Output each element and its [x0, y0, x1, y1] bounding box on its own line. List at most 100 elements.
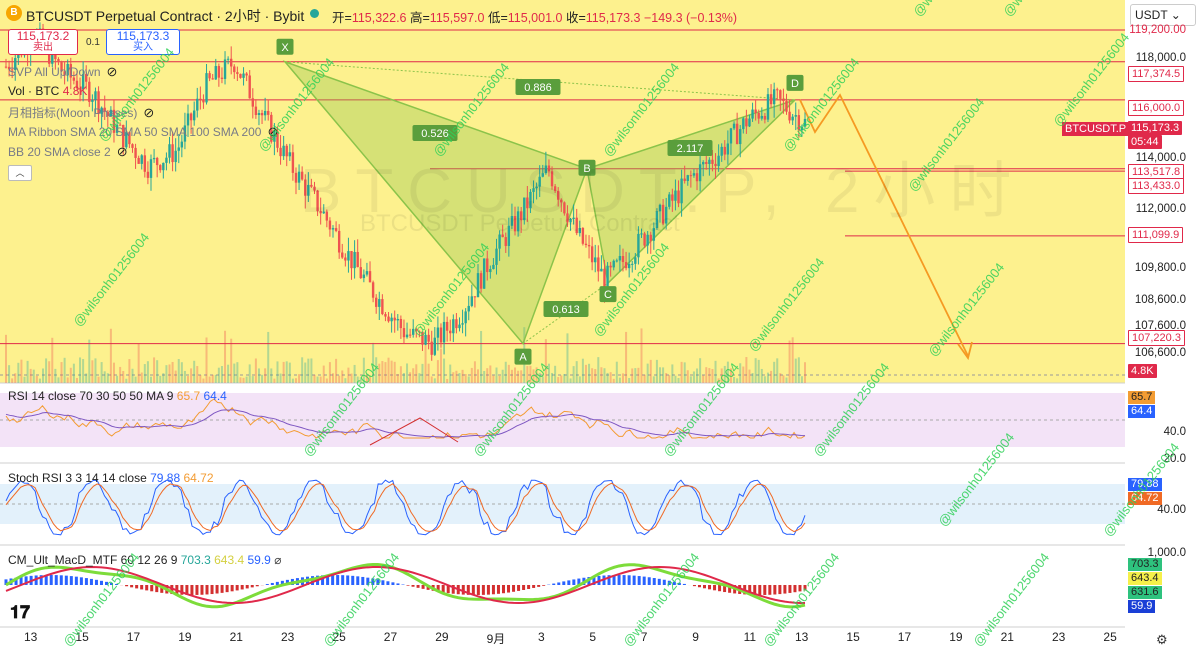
candle-body: [631, 264, 633, 265]
volume-bar: [492, 376, 494, 383]
volume-bar: [76, 378, 78, 383]
indicator-macd[interactable]: CM_Ult_MacD_MTF 60 12 26 9 703.3 643.4 5…: [8, 553, 281, 567]
macd-histogram-bar: [266, 584, 269, 585]
volume-bar: [206, 337, 208, 383]
candle-body: [230, 59, 232, 67]
volume-bar: [190, 368, 192, 383]
point-a-label: A: [519, 352, 527, 364]
candle-body: [449, 331, 451, 334]
macd-histogram-bar: [623, 575, 626, 585]
candle-body: [286, 146, 288, 157]
volume-bar: [267, 332, 269, 383]
candle-body: [791, 117, 793, 121]
volume-bar: [233, 364, 235, 383]
candle-body: [190, 113, 192, 120]
volume-bar: [320, 377, 322, 383]
indicator-stoch-rsi[interactable]: Stoch RSI 3 3 14 14 close 79.88 64.72: [8, 471, 214, 485]
candle-body: [616, 260, 618, 261]
time-tick: 21: [230, 630, 243, 644]
candle-body: [147, 172, 149, 178]
volume-bar: [91, 360, 93, 383]
volume-bar: [600, 367, 602, 383]
candle-body: [227, 59, 229, 60]
volume-bar: [421, 364, 423, 383]
volume-bar: [323, 366, 325, 383]
indicator-rsi[interactable]: RSI 14 close 70 30 50 50 MA 9 65.7 64.4: [8, 389, 227, 403]
axis-tick: 118,000.0: [1136, 52, 1186, 64]
indicator-ma-ribbon[interactable]: MA Ribbon SMA 20 SMA 50 SMA 100 SMA 200⊘: [8, 124, 278, 140]
candle-body: [221, 78, 223, 79]
volume-bar: [745, 357, 747, 383]
volume-bar: [659, 367, 661, 383]
volume-bar: [582, 359, 584, 383]
volume-bar: [135, 377, 137, 383]
indicator-svp[interactable]: SVP All Up/Down⊘: [8, 64, 117, 80]
volume-bar: [187, 376, 189, 383]
volume-bar: [585, 365, 587, 383]
volume-bar: [298, 374, 300, 383]
candle-body: [279, 148, 281, 156]
macd-histogram-bar: [778, 585, 781, 594]
candle-body: [236, 72, 238, 74]
candle-body: [239, 74, 241, 78]
volume-bar: [776, 358, 778, 383]
candle-body: [619, 256, 621, 260]
price-tag: 107,220.3: [1128, 330, 1185, 346]
indicator-bb[interactable]: BB 20 SMA close 2⊘: [8, 144, 128, 160]
macd-histogram-bar: [718, 585, 721, 591]
macd-tag: 703.3: [1128, 558, 1162, 571]
macd-histogram-bar: [482, 585, 485, 595]
candle-body: [94, 91, 96, 100]
volume-bar: [708, 368, 710, 383]
macd-histogram-bar: [241, 585, 244, 589]
point-d-label: D: [791, 78, 799, 90]
candle-body: [168, 144, 170, 157]
candle-body: [613, 261, 615, 268]
candle-body: [261, 113, 263, 115]
symbol-title[interactable]: BTCUSDT Perpetual Contract · 2小时 · Bybit: [26, 6, 304, 26]
macd-histogram-bar: [256, 585, 259, 586]
candle-body: [776, 89, 778, 90]
volume-bar: [110, 329, 112, 383]
indicator-volume[interactable]: Vol · BTC 4.8K: [8, 84, 87, 98]
candle-body: [131, 144, 133, 148]
candle-body: [761, 116, 763, 119]
volume-bar: [560, 375, 562, 383]
volume-bar: [508, 365, 510, 383]
candle-body: [350, 251, 352, 268]
volume-bar: [625, 332, 627, 383]
candle-body: [452, 319, 454, 333]
volume-bar: [258, 368, 260, 383]
volume-bar: [471, 368, 473, 383]
settings-gear-icon[interactable]: ⚙: [1156, 632, 1168, 648]
volume-bar: [116, 376, 118, 383]
macd-histogram-bar: [251, 585, 254, 587]
volume-bar: [391, 361, 393, 383]
volume-bar: [252, 376, 254, 383]
macd-histogram-bar: [562, 581, 565, 585]
market-status-icon: [310, 9, 319, 18]
candle-body: [144, 155, 146, 171]
volume-bar: [696, 368, 698, 383]
volume-bar: [446, 379, 448, 383]
macd-histogram-bar: [618, 575, 621, 585]
candle-body: [215, 66, 217, 79]
volume-bar: [406, 363, 408, 383]
candle-body: [264, 111, 266, 115]
currency-select[interactable]: USDT ⌄: [1130, 4, 1196, 26]
candle-body: [758, 113, 760, 119]
macd-histogram-bar: [55, 575, 58, 585]
volume-bar: [588, 364, 590, 383]
volume-bar: [785, 378, 787, 383]
eye-off-icon[interactable]: ⊘: [117, 144, 128, 160]
candle-body: [483, 258, 485, 288]
eye-off-icon[interactable]: ⊘: [107, 64, 118, 80]
rsi-tag: 65.7: [1128, 391, 1155, 404]
volume-bar: [162, 373, 164, 383]
candle-body: [224, 59, 226, 78]
volume-bar: [128, 359, 130, 383]
macd-tag: 59.9: [1128, 600, 1155, 613]
eye-off-icon[interactable]: ⊘: [143, 105, 154, 121]
collapse-icon[interactable]: ︿: [8, 165, 32, 181]
